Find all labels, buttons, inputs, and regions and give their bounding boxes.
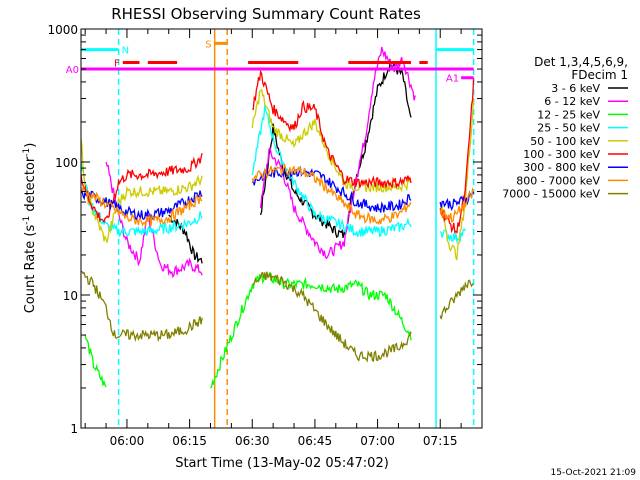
series-line-25-50-kev-2 [439,228,466,244]
x-tick-label: 06:45 [298,434,333,448]
axis-ticks: 1 10 100 1000 06:00 06:15 06:30 06:45 07:00 07:15 [47,23,483,448]
x-tick-label: 07:15 [423,434,458,448]
legend-header-line-1: Det 1,3,4,5,6,9, [534,55,628,69]
plot-area [81,29,475,428]
series-line-6-12-kev-1 [259,46,416,260]
y-tick-label: 100 [55,156,78,170]
series-line-25-50-kev-1 [251,104,412,237]
series-line-3-6-kev-0 [168,214,203,264]
flag-label-f: F [114,58,120,69]
series-line-800-7000-kev-1 [251,164,412,226]
series-line-6-12-kev-0 [105,161,203,279]
legend-entry-7000-15000-kev: 7000 - 15000 keV [502,188,600,201]
flag-bars [81,41,474,80]
series-line-7000-15000-kev-1 [252,271,412,363]
series-line-100-300-kev-1 [252,68,412,189]
flag-labels: NF S A0 A1 [66,39,459,84]
series-line-12-25-kev-1 [210,271,412,389]
series-line-3-6-kev-1 [259,60,412,239]
x-tick-label: 06:30 [235,434,270,448]
chart-title: RHESSI Observing Summary Count Rates [111,5,421,23]
plot-frame [80,28,483,429]
legend-entry-12-25-kev: 12 - 25 keV [537,108,600,121]
legend-entry-100-300-kev: 100 - 300 keV [523,148,600,161]
footer-timestamp: 15-Oct-2021 21:09 [551,468,637,478]
series-line-100-300-kev-0 [81,153,203,224]
series-line-300-800-kev-1 [251,166,412,213]
series-line-12-25-kev-0 [84,334,107,388]
x-tick-label: 06:15 [172,434,207,448]
legend-entry-50-100-kev: 50 - 100 keV [530,135,600,148]
flag-label-a0: A0 [66,65,79,76]
legend-entry-6-12-kev: 6 - 12 keV [544,95,600,108]
legend-entry-800-7000-kev: 800 - 7000 keV [516,174,600,187]
series-line-7000-15000-kev-0 [81,270,203,343]
y-tick-label: 1 [70,422,78,436]
y-axis-label: Count Rate (s-1 detector-1) [22,143,38,314]
flag-label-s: S [205,39,211,50]
series-line-50-100-kev-1 [251,88,412,193]
series-line-25-50-kev-0 [81,161,203,237]
series-line-800-7000-kev-2 [439,186,475,223]
vertical-markers [117,29,475,428]
x-tick-label: 06:00 [110,434,145,448]
flag-label-a1: A1 [446,74,459,85]
series-line-50-100-kev-2 [439,98,475,261]
series-lines [81,46,475,389]
y-tick-label: 1000 [47,23,78,37]
series-line-7000-15000-kev-2 [439,279,474,320]
legend-entry-25-50-kev: 25 - 50 keV [537,122,600,135]
legend-header-line-2: FDecim 1 [571,68,628,82]
series-line-300-800-kev-2 [439,189,475,212]
legend-entry-300-800-kev: 300 - 800 keV [523,161,600,174]
legend-entry-3-6-kev: 3 - 6 keV [551,82,600,95]
y-tick-label: 10 [63,289,78,303]
series-line-50-100-kev-0 [81,138,203,243]
series-line-100-300-kev-2 [439,77,475,234]
flag-label-n: N [122,46,129,57]
series-line-800-7000-kev-0 [81,185,203,227]
x-tick-label: 07:00 [360,434,395,448]
x-axis-label: Start Time (13-May-02 05:47:02) [175,456,389,471]
